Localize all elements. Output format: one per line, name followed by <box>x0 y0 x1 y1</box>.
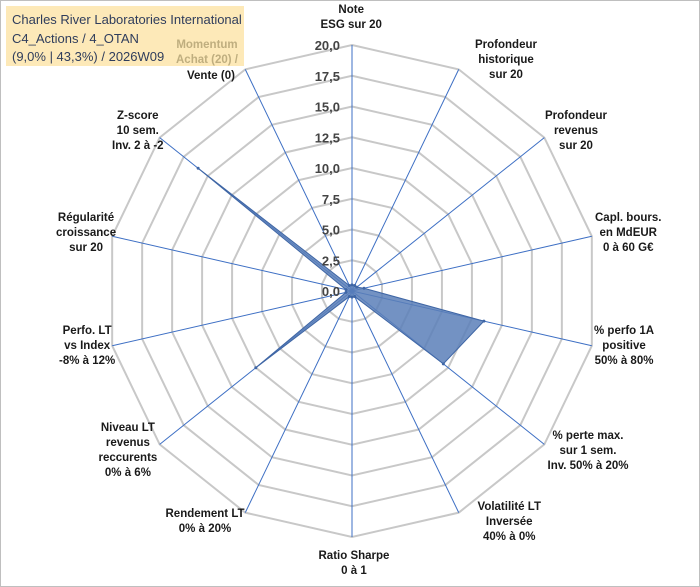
axis-label-line: reccurents <box>98 452 158 464</box>
data-point <box>353 283 357 287</box>
axis-label-line: Inv. 2 à -2 <box>112 139 164 152</box>
axis-label-line: historique <box>478 53 534 66</box>
axis-label-1: Note ESG sur 20 <box>321 3 382 33</box>
axis-label-line: 40% à 0% <box>483 530 536 543</box>
radial-ticks: 0,0 2,5 5,0 7,5 10,0 12,5 15,0 17,5 20,0 <box>315 38 340 299</box>
axis-label-line: Profondeur <box>475 38 537 51</box>
data-point <box>344 288 348 292</box>
axis-label-line: sur 20 <box>489 68 523 81</box>
axis-label-line: ESG sur 20 <box>320 19 382 31</box>
axis-label-line: positive <box>602 339 646 352</box>
axis-label-4: Capl. bours. en MdEUR 0 à 60 G€ <box>595 211 661 256</box>
data-point <box>350 283 354 287</box>
spoke-line <box>244 69 353 292</box>
axis-label-line: Vente (0) <box>187 69 235 82</box>
axis-label-7: Volatilité LT Inversée 40% à 0% <box>478 500 541 545</box>
spoke-line <box>112 290 353 347</box>
axis-label-line: Régularité <box>57 211 115 224</box>
axis-label-line: Z-score <box>117 109 159 122</box>
axis-label-line: sur 20 <box>69 241 103 254</box>
data-point <box>344 290 348 294</box>
radial-tick-label: 5,0 <box>322 223 340 238</box>
axis-label-line: Profondeur <box>545 109 607 122</box>
axis-label-line: croissance <box>56 226 117 239</box>
spoke-line <box>244 290 353 513</box>
radial-tick-label: 12,5 <box>315 130 340 145</box>
chart-title-box: Charles River Laboratories International… <box>6 6 244 66</box>
radial-tick-label: 10,0 <box>315 161 340 176</box>
axis-label-14: Vente (0) <box>187 69 235 84</box>
axis-label-line: 0 à 60 G€ <box>602 241 654 254</box>
axis-label-line: revenus <box>105 437 150 449</box>
axis-label-line: Ratio Sharpe <box>318 550 390 562</box>
data-point <box>347 295 351 299</box>
axis-label-9: Rendement LT 0% à 20% <box>166 507 245 537</box>
spoke-line <box>351 290 460 513</box>
axis-label-line: Capl. bours. <box>595 211 662 224</box>
radial-tick-label: 15,0 <box>315 100 340 115</box>
axis-label-line: Perfo. LT <box>62 324 112 337</box>
spoke-line <box>351 137 545 292</box>
title-line-1: Charles River Laboratories International <box>12 12 242 27</box>
axis-label-line: Inversée <box>485 515 533 528</box>
momentum-line-1: Momentum <box>176 39 238 51</box>
data-point <box>362 286 366 290</box>
data-point <box>482 319 486 323</box>
axis-label-line: sur 20 <box>559 139 593 152</box>
axis-label-line: 0% à 6% <box>104 467 151 479</box>
radial-tick-label: 2,5 <box>322 253 340 268</box>
axis-label-line: % perte max. <box>552 429 624 442</box>
axis-label-line: 0 à 1 <box>341 565 367 577</box>
data-point <box>347 283 351 287</box>
axis-label-5: % perfo 1A positive 50% à 80% <box>594 324 654 369</box>
axis-label-line: sur 1 sem. <box>559 444 617 457</box>
axis-label-line: Volatilité LT <box>477 500 541 513</box>
radial-tick-label: 0,0 <box>322 284 340 299</box>
data-point <box>355 285 359 289</box>
axis-label-2: Profondeur historique sur 20 <box>475 38 537 83</box>
axis-label-10: Niveau LT revenus reccurents 0% à 6% <box>99 421 158 481</box>
axis-label-line: -8% à 12% <box>59 354 116 367</box>
data-point <box>353 295 357 299</box>
axis-label-line: Note <box>338 4 364 16</box>
radial-tick-label: 17,5 <box>315 69 340 84</box>
data-point <box>441 362 445 366</box>
axis-label-8: Ratio Sharpe 0 à 1 <box>319 549 390 579</box>
axis-label-11: Perfo. LT vs Index -8% à 12% <box>59 324 115 369</box>
axis-label-13: Z-score 10 sem. Inv. 2 à -2 <box>112 109 164 154</box>
momentum-label: Momentum Achat (20) / <box>172 38 242 68</box>
title-line-3: (9,0% | 43,3%) / 2026W09 <box>12 49 165 64</box>
radial-tick-label: 20,0 <box>315 38 340 53</box>
axis-label-line: Niveau LT <box>100 422 155 434</box>
axis-label-line: 0% à 20% <box>178 523 232 535</box>
spoke-line <box>351 235 592 292</box>
axis-label-line: vs Index <box>64 339 111 352</box>
radial-tick-label: 7,5 <box>322 192 340 207</box>
axis-label-3: Profondeur revenus sur 20 <box>545 109 607 154</box>
axis-label-line: Rendement LT <box>165 508 245 520</box>
momentum-line-2: Achat (20) / <box>176 54 238 66</box>
axis-label-6: % perte max. sur 1 sem. Inv. 50% à 20% <box>548 429 629 474</box>
axis-label-line: % perfo 1A <box>594 324 655 337</box>
spoke-line <box>351 69 460 292</box>
axis-label-line: 50% à 80% <box>594 354 654 367</box>
spoke-line <box>112 235 353 292</box>
axis-label-line: revenus <box>553 124 599 137</box>
data-point <box>350 295 354 299</box>
axis-label-line: Inv. 50% à 20% <box>547 459 629 472</box>
axis-label-12: Régularité croissance sur 20 <box>56 211 116 256</box>
data-point <box>254 366 258 370</box>
axis-label-line: en MdEUR <box>599 226 657 239</box>
data-point <box>196 166 200 170</box>
title-line-2: C4_Actions / 4_OTAN <box>12 31 139 46</box>
axis-label-line: 10 sem. <box>116 124 159 137</box>
series-area <box>196 166 486 370</box>
